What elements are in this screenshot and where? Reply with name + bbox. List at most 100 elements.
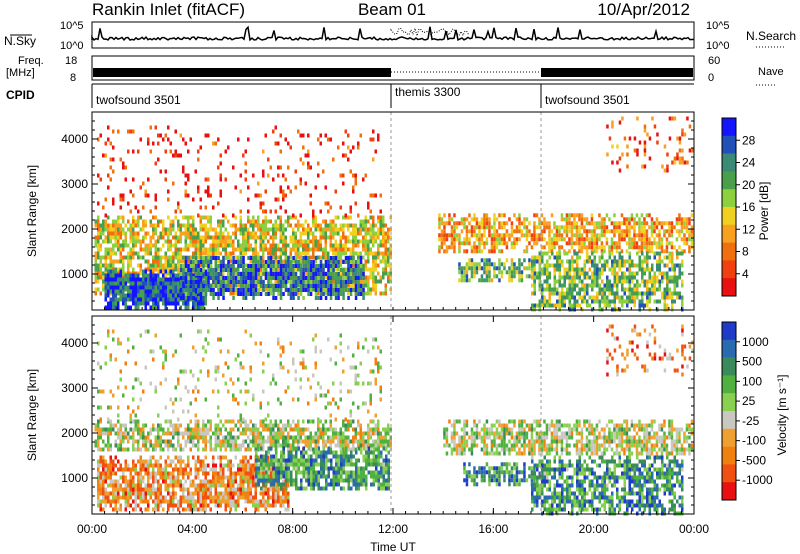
- heatmap-cell: [307, 235, 310, 240]
- heatmap-cell: [309, 264, 313, 268]
- heatmap-cell: [109, 141, 112, 146]
- heatmap-cell: [182, 247, 185, 252]
- heatmap-cell: [234, 439, 237, 444]
- heatmap-cell: [134, 285, 137, 290]
- heatmap-cell: [184, 223, 187, 228]
- heatmap-cell: [660, 249, 664, 254]
- heatmap-cell: [450, 233, 454, 238]
- heatmap-cell: [688, 245, 691, 250]
- heatmap-cell: [259, 435, 262, 440]
- heatmap-cell: [553, 271, 556, 276]
- heatmap-cell: [282, 251, 285, 256]
- heatmap-cell: [349, 288, 353, 292]
- heatmap-cell: [114, 243, 117, 248]
- heatmap-cell: [292, 272, 295, 276]
- heatmap-cell: [107, 185, 110, 190]
- heatmap-cell: [262, 201, 265, 206]
- heatmap-cell: [566, 275, 569, 280]
- heatmap-cell: [319, 223, 322, 228]
- heatmap-cell: [643, 237, 646, 242]
- heatmap-cell: [683, 132, 687, 137]
- heatmap-cell: [364, 247, 367, 252]
- heatmap-cell: [289, 268, 293, 272]
- heatmap-cell: [299, 284, 303, 288]
- heatmap-cell: [177, 435, 180, 440]
- heatmap-cell: [109, 247, 112, 252]
- heatmap-cell: [545, 225, 549, 230]
- heatmap-cell: [292, 435, 295, 440]
- heatmap-cell: [189, 280, 193, 284]
- heatmap-cell: [262, 169, 265, 174]
- heatmap-cell: [127, 305, 130, 310]
- heatmap-cell: [585, 249, 589, 254]
- heatmap-cell: [588, 237, 591, 242]
- heatmap-cell: [269, 284, 273, 288]
- heatmap-cell: [588, 241, 591, 246]
- heatmap-cell: [147, 263, 150, 268]
- heatmap-cell: [470, 217, 474, 222]
- heatmap-cell: [653, 225, 656, 230]
- heatmap-cell: [212, 283, 215, 288]
- heatmap-cell: [109, 259, 112, 264]
- heatmap-cell: [134, 439, 137, 444]
- heatmap-cell: [259, 271, 262, 276]
- heatmap-cell: [197, 239, 200, 244]
- heatmap-cell: [668, 275, 671, 280]
- heatmap-cell: [374, 251, 377, 256]
- heatmap-cell: [132, 281, 135, 286]
- heatmap-cell: [139, 239, 142, 244]
- heatmap-cell: [536, 275, 539, 280]
- heatmap-cell: [179, 209, 182, 214]
- heatmap-cell: [174, 129, 177, 134]
- heatmap-cell: [563, 249, 566, 254]
- heatmap-cell: [613, 229, 616, 234]
- heatmap-cell: [322, 423, 325, 428]
- heatmap-cell: [214, 235, 217, 240]
- heatmap-cell: [287, 256, 290, 260]
- heatmap-cell: [97, 443, 100, 448]
- heatmap-cell: [362, 272, 365, 276]
- heatmap-cell: [463, 274, 466, 279]
- heatmap-cell: [655, 233, 659, 238]
- heatmap-cell: [197, 268, 200, 272]
- heatmap-cell: [518, 262, 521, 267]
- heatmap-cell: [676, 295, 679, 300]
- heatmap-cell: [214, 256, 218, 260]
- heatmap-cell: [337, 272, 340, 276]
- heatmap-cell: [299, 235, 302, 240]
- heatmap-cell: [317, 435, 320, 440]
- heatmap-cell: [304, 288, 308, 292]
- heatmap-cell: [382, 239, 385, 244]
- heatmap-cell: [274, 443, 277, 448]
- heatmap-cell: [172, 223, 175, 228]
- heatmap-cell: [122, 219, 125, 224]
- heatmap-cell: [252, 284, 255, 288]
- heatmap-cell: [578, 295, 581, 300]
- heatmap-cell: [653, 241, 656, 246]
- heatmap-cell: [339, 251, 342, 256]
- heatmap-cell: [367, 275, 370, 280]
- heatmap-cell: [678, 156, 682, 161]
- heatmap-cell: [658, 283, 661, 288]
- heatmap-cell: [560, 217, 564, 222]
- heatmap-cell: [137, 419, 140, 424]
- heatmap-cell: [560, 225, 564, 230]
- heatmap-cell: [591, 263, 594, 268]
- heatmap-cell: [329, 284, 333, 288]
- heatmap-cell: [563, 237, 566, 242]
- heatmap-cell: [309, 431, 312, 436]
- heatmap-cell: [643, 140, 647, 145]
- heatmap-cell: [490, 237, 494, 242]
- heatmap-cell: [282, 259, 285, 264]
- heatmap-cell: [312, 231, 315, 236]
- heatmap-cell: [347, 419, 350, 424]
- heatmap-cell: [152, 301, 155, 306]
- heatmap-cell: [535, 237, 539, 242]
- heatmap-cell: [352, 288, 355, 292]
- colorbar-swatch: [722, 260, 736, 279]
- heatmap-cell: [372, 157, 375, 162]
- heatmap-cell: [546, 287, 549, 292]
- heatmap-cell: [339, 268, 343, 272]
- heatmap-cell: [269, 165, 272, 170]
